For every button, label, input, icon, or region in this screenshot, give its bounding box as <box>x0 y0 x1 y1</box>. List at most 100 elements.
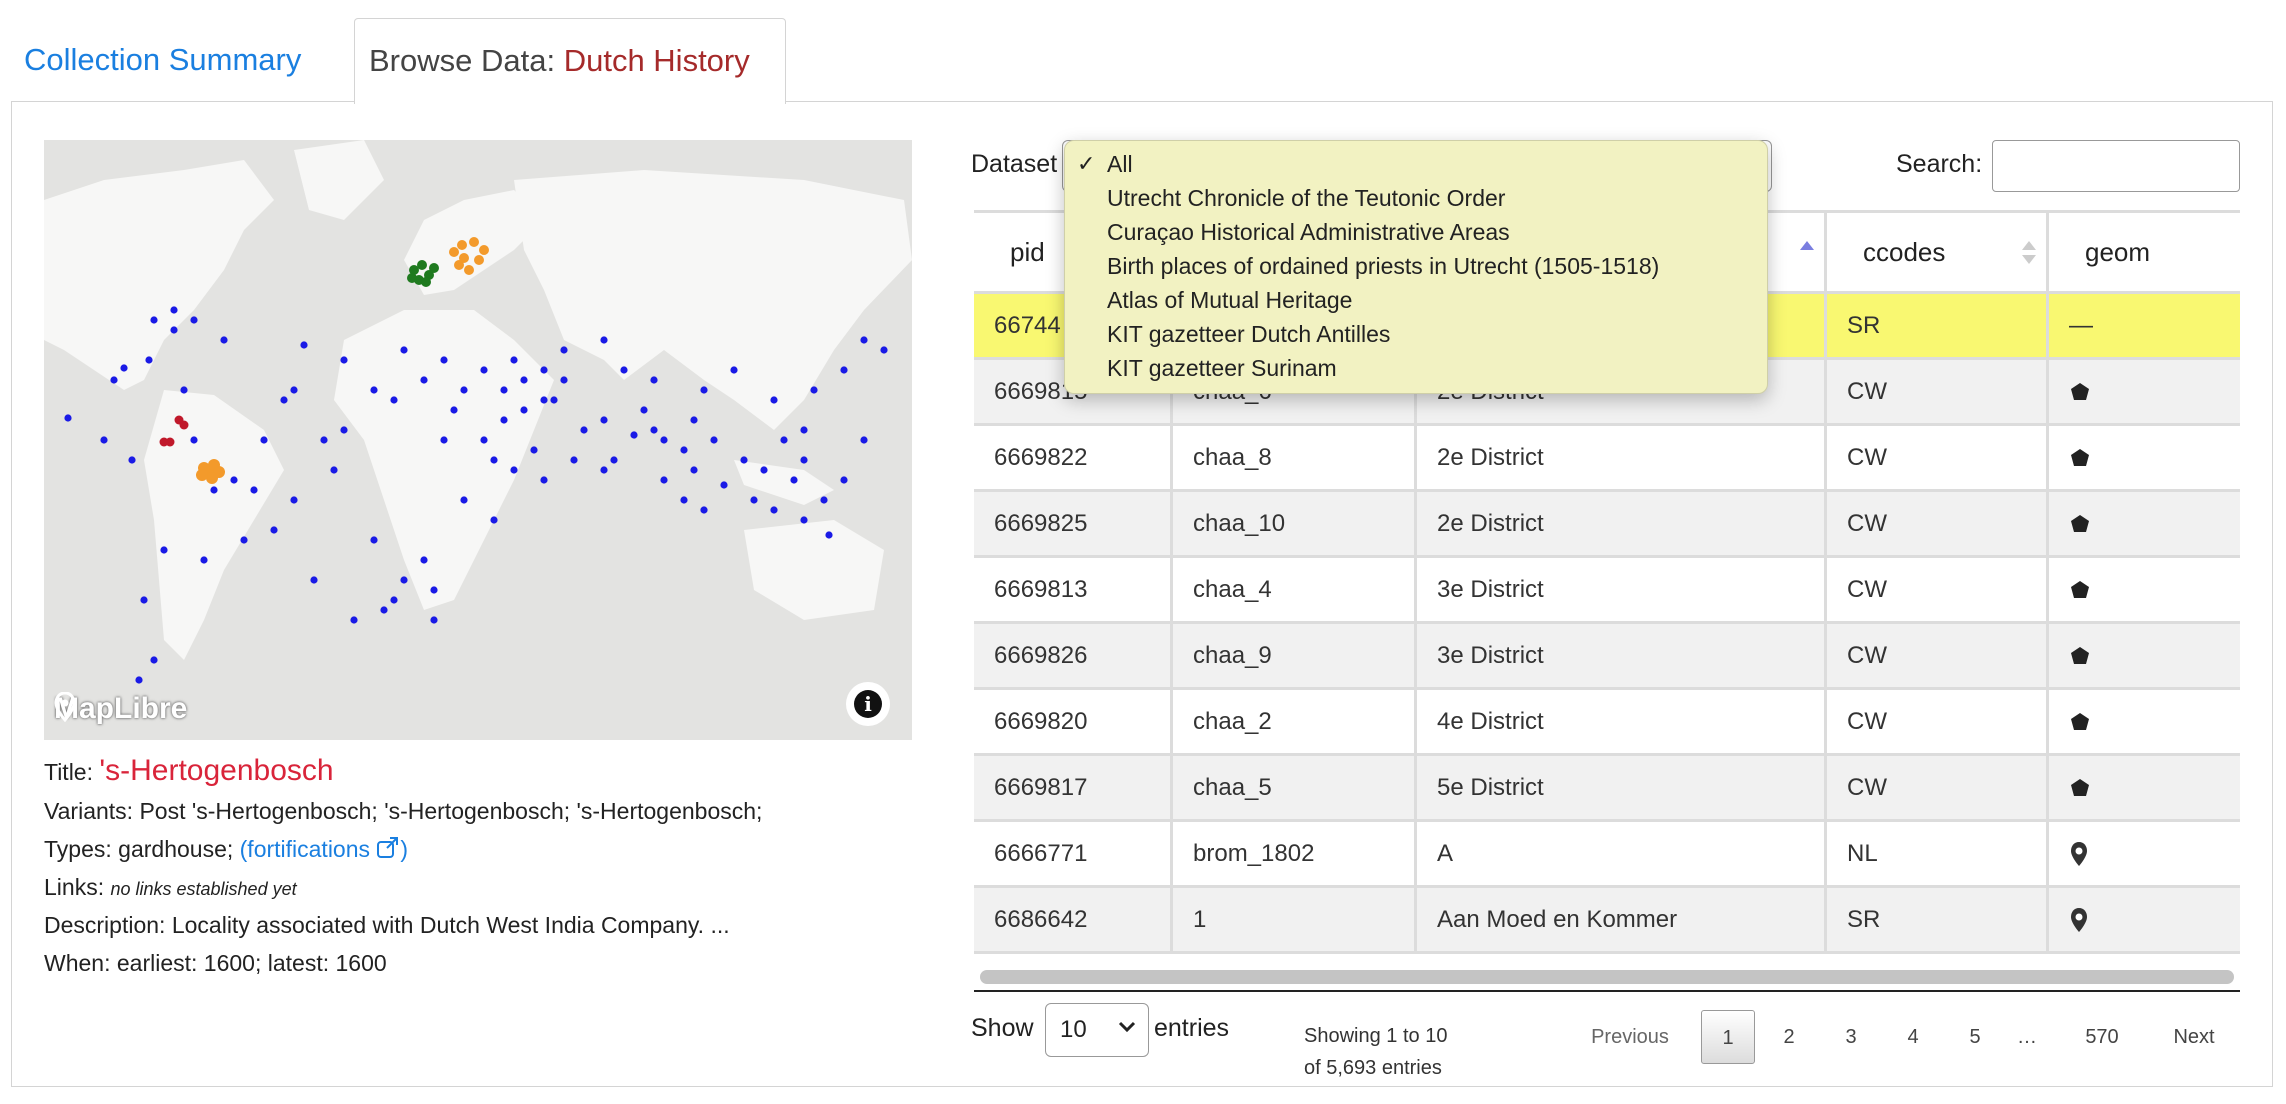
table-bottom-rule <box>974 990 2240 992</box>
search-input[interactable] <box>1992 140 2240 192</box>
pagination-page-1[interactable]: 1 <box>1701 1010 1755 1064</box>
table-row[interactable]: 6686642 1 Aan Moed en Kommer SR <box>974 888 2240 954</box>
pagination-page-2[interactable]: 2 <box>1783 1026 1795 1048</box>
place-marker <box>200 556 208 564</box>
table-row[interactable]: 6669825 chaa_10 2e District CW <box>974 492 2240 558</box>
place-marker <box>160 546 168 554</box>
place-marker <box>660 476 668 484</box>
place-marker <box>450 406 458 414</box>
map-info-button[interactable]: i <box>846 682 890 726</box>
place-marker <box>250 486 258 494</box>
place-marker <box>407 273 417 283</box>
page-size-select[interactable]: 10 <box>1045 1003 1149 1057</box>
place-marker <box>750 496 758 504</box>
place-marker <box>300 341 308 349</box>
pagination-page-4[interactable]: 4 <box>1907 1026 1919 1048</box>
checkmark-icon: ✓ <box>1077 151 1096 176</box>
place-marker <box>760 466 768 474</box>
place-markers[interactable] <box>44 140 912 740</box>
place-marker <box>390 596 398 604</box>
table-row[interactable]: 6666771 brom_1802 A NL <box>974 822 2240 888</box>
pagination-page-570[interactable]: 570 <box>2085 1026 2119 1048</box>
column-header-ccodes[interactable]: ccodes <box>1827 213 2049 291</box>
table-row[interactable]: 6669822 chaa_8 2e District CW <box>974 426 2240 492</box>
cell-title: 4e District <box>1417 690 1827 753</box>
column-header-pid-label: pid <box>1010 237 1045 267</box>
detail-title-row: Title: 's-Hertogenbosch <box>44 750 924 792</box>
dataset-option[interactable]: Atlas of Mutual Heritage <box>1065 283 1767 317</box>
map-pin-icon <box>2049 822 2240 885</box>
place-marker <box>690 416 698 424</box>
cell-src: chaa_5 <box>1173 756 1417 819</box>
place-marker <box>429 263 439 273</box>
place-marker <box>680 496 688 504</box>
place-marker <box>680 446 688 454</box>
dataset-option[interactable]: KIT gazetteer Surinam <box>1065 351 1767 385</box>
place-marker <box>330 466 338 474</box>
polygon-icon <box>2049 426 2240 489</box>
place-marker <box>400 346 408 354</box>
dataset-label: Dataset <box>971 150 1058 178</box>
place-marker <box>740 456 748 464</box>
cell-pid: 6669817 <box>974 756 1173 819</box>
fortifications-link-text: (fortifications <box>239 836 371 862</box>
cell-ccodes: CW <box>1827 360 2049 423</box>
sort-icon <box>2022 241 2036 265</box>
table-row[interactable]: 6669813 chaa_4 3e District CW <box>974 558 2240 624</box>
cell-src: 1 <box>1173 888 1417 951</box>
pagination-previous[interactable]: Previous <box>1591 1026 1669 1048</box>
place-marker <box>409 265 419 275</box>
place-marker <box>280 396 288 404</box>
maplibre-logo[interactable]: MapLibre <box>54 692 187 726</box>
column-header-geom[interactable]: geom <box>2049 213 2240 291</box>
map[interactable]: MapLibre i <box>44 140 912 740</box>
dataset-option[interactable]: ✓ All <box>1065 147 1767 181</box>
place-marker <box>464 265 474 275</box>
dataset-option-label: Utrecht Chronicle of the Teutonic Order <box>1107 185 1506 211</box>
detail-when-row: When: earliest: 1600; latest: 1600 <box>44 944 924 982</box>
place-marker <box>140 596 148 604</box>
table-row[interactable]: 6669826 chaa_9 3e District CW <box>974 624 2240 690</box>
horizontal-scrollbar[interactable] <box>974 964 2240 990</box>
column-header-geom-label: geom <box>2085 237 2151 267</box>
fortifications-link-close: ) <box>400 836 409 862</box>
dataset-option[interactable]: Curaçao Historical Administrative Areas <box>1065 215 1767 249</box>
tab-browse-collection: Dutch History <box>563 43 750 78</box>
table-info-line1: Showing 1 to 10 <box>1304 1025 1448 1047</box>
place-marker <box>430 616 438 624</box>
detail-types-label: Types: <box>44 836 112 862</box>
detail-title-value: 's-Hertogenbosch <box>99 754 334 787</box>
scrollbar-thumb[interactable] <box>980 970 2234 984</box>
pagination-page-5[interactable]: 5 <box>1969 1026 1981 1048</box>
dataset-option-label: Birth places of ordained priests in Utre… <box>1107 253 1660 279</box>
cell-title: A <box>1417 822 1827 885</box>
place-marker <box>510 356 518 364</box>
place-marker <box>64 414 72 422</box>
place-marker <box>660 436 668 444</box>
pagination-ellipsis: … <box>2017 1026 2037 1048</box>
place-marker <box>135 676 143 684</box>
world-map-basemap <box>44 140 912 660</box>
tab-collection-summary[interactable]: Collection Summary <box>24 42 302 77</box>
place-marker <box>840 366 848 374</box>
detail-links-row: Links: no links established yet <box>44 868 924 906</box>
dataset-dropdown-menu[interactable]: ✓ All Utrecht Chronicle of the Teutonic Or… <box>1064 140 1768 394</box>
place-marker <box>110 376 118 384</box>
dataset-option[interactable]: Utrecht Chronicle of the Teutonic Order <box>1065 181 1767 215</box>
tabs-divider <box>11 101 2273 102</box>
pagination-next[interactable]: Next <box>2173 1026 2215 1048</box>
table-row[interactable]: 6669820 chaa_2 4e District CW <box>974 690 2240 756</box>
dataset-option[interactable]: KIT gazetteer Dutch Antilles <box>1065 317 1767 351</box>
place-marker <box>530 446 538 454</box>
table-row[interactable]: 6669817 chaa_5 5e District CW <box>974 756 2240 822</box>
dataset-option[interactable]: Birth places of ordained priests in Utre… <box>1065 249 1767 283</box>
fortifications-link[interactable]: (fortifications ) <box>240 836 408 862</box>
cell-ccodes: SR <box>1827 294 2049 357</box>
place-marker <box>310 576 318 584</box>
cell-ccodes: CW <box>1827 558 2049 621</box>
detail-title-label: Title: <box>44 759 93 785</box>
pagination-page-3[interactable]: 3 <box>1845 1026 1857 1048</box>
dataset-option-label: All <box>1107 151 1133 177</box>
tab-browse-data[interactable]: Browse Data: Dutch History <box>354 18 786 104</box>
column-header-title[interactable] <box>1417 213 1827 291</box>
